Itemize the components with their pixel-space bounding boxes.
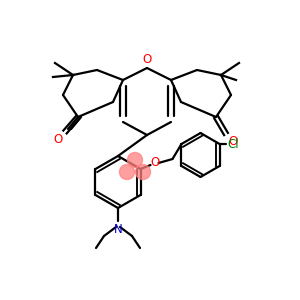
Text: Cl: Cl <box>228 137 239 151</box>
Text: O: O <box>54 133 63 146</box>
Text: N: N <box>114 223 122 236</box>
Circle shape <box>128 152 142 167</box>
Text: O: O <box>150 157 159 169</box>
Text: O: O <box>228 135 237 148</box>
Circle shape <box>136 164 151 179</box>
Circle shape <box>119 164 134 179</box>
Text: O: O <box>142 53 152 66</box>
